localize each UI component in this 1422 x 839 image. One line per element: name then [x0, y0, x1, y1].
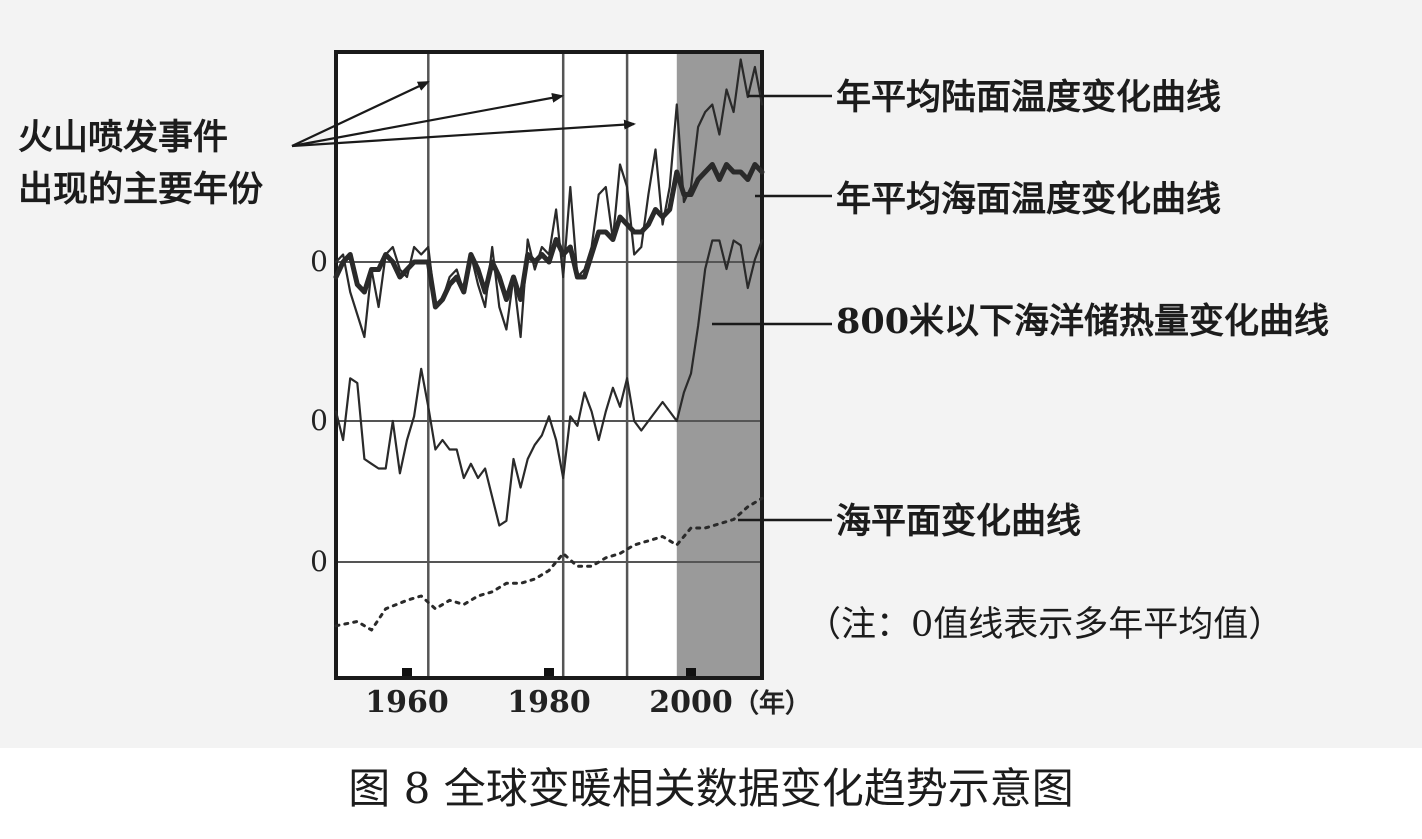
x-tick-label-1960: 1960: [365, 685, 449, 720]
figure-caption: 图 8 全球变暖相关数据变化趋势示意图: [348, 764, 1074, 813]
volcano-label-line1: 火山喷发事件: [18, 117, 229, 158]
zero-line-note: （注：0值线表示多年平均值）: [806, 605, 1284, 645]
x-tick-mark-1960: [402, 668, 412, 676]
legend-sea-level: 海平面变化曲线: [836, 501, 1082, 542]
x-tick-mark-1980: [544, 668, 554, 676]
x-tick-label-2000: 2000: [649, 685, 733, 720]
legend-sea-temp: 年平均海面温度变化曲线: [836, 179, 1222, 220]
legend-ocean-heat: 800米以下海洋储热量变化曲线: [836, 301, 1330, 342]
x-tick-mark-2000: [686, 668, 696, 676]
series-layer: [333, 58, 765, 632]
grid-layer: [334, 50, 764, 680]
chart: 0 0 0 1960 1980 2000 （年）: [291, 50, 832, 720]
series-sea-temp-line: [333, 162, 765, 310]
x-tick-label-1980: 1980: [507, 685, 591, 720]
shaded-period-1998-2010: [676, 52, 762, 678]
volcano-label-line2: 出现的主要年份: [18, 169, 264, 210]
zero-label-1: 0: [310, 245, 328, 278]
shaded-period-layer: [336, 52, 762, 678]
zero-label-2: 0: [310, 404, 328, 437]
volcano-arrow-2: [291, 92, 564, 148]
volcano-arrow-1: [291, 81, 430, 147]
x-axis-unit: （年）: [733, 688, 811, 719]
zero-label-3: 0: [310, 545, 328, 578]
series-ocean-heat-line: [334, 239, 764, 527]
series-sea-level-line: [334, 496, 764, 632]
annotation-layer: [291, 81, 832, 522]
volcano-arrow-3: [291, 119, 636, 148]
legend-land-temp: 年平均陆面温度变化曲线: [836, 77, 1222, 118]
tick-layer: 0 0 0 1960 1980 2000 （年）: [310, 245, 811, 720]
plot-frame: [334, 50, 764, 680]
caption-band: [0, 748, 1422, 839]
